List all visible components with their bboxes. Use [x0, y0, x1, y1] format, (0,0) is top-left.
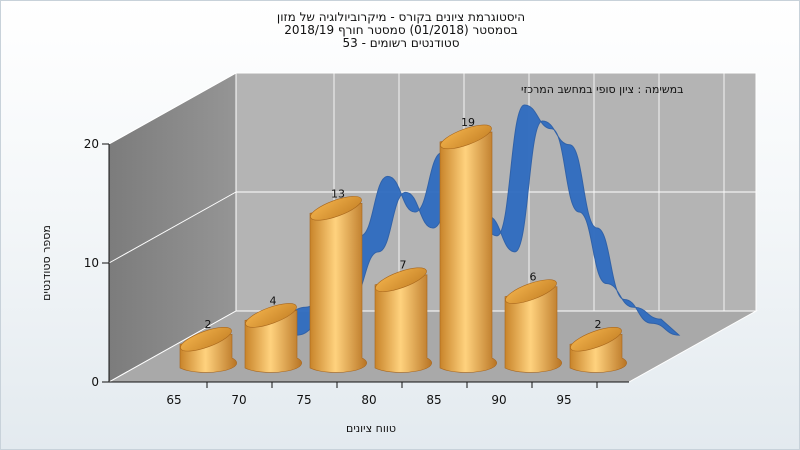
y-tick-label: 20 [84, 137, 99, 151]
y-axis-title: מספר סטודנטים [40, 225, 53, 301]
bar [569, 326, 627, 373]
bar-cap [375, 267, 427, 292]
y-tick-label: 10 [84, 256, 99, 270]
chart-title: היסטוגרמת ציונים בקורס - מיקרוביולוגיה ש… [1, 10, 799, 50]
data-label: 2 [205, 318, 212, 331]
x-axis-title: טווח ציונים [346, 422, 396, 435]
bars: 2 4 13 7 19 6 2 [179, 116, 627, 373]
title-line-1: היסטוגרמת ציונים בקורס - מיקרוביולוגיה ש… [276, 10, 526, 24]
bar [309, 196, 367, 373]
bar-cap [310, 196, 362, 221]
chart-subtitle: במשימה : ציון סופי במחשב המרכזי [521, 83, 684, 96]
x-tick-label: 75 [296, 393, 311, 407]
bar-cap [505, 279, 557, 304]
gridline-wall [108, 191, 237, 264]
bar [179, 326, 237, 373]
bar-body [309, 202, 367, 373]
bar-body [504, 286, 562, 373]
data-label: 19 [461, 116, 475, 129]
data-label: 13 [331, 187, 345, 200]
title-line-2: בסמסטר (01/2018) סמסטר חורף 2018/19 [284, 23, 518, 37]
x-tick-label: 95 [556, 393, 571, 407]
x-tick-label: 85 [426, 393, 441, 407]
bar-cap [440, 124, 492, 150]
data-label: 4 [270, 294, 277, 307]
x-tick-label: 80 [361, 393, 376, 407]
x-tick-label: 70 [231, 393, 246, 407]
gridline-wall [108, 72, 237, 145]
bar-cap [180, 326, 232, 352]
data-label: 2 [595, 318, 602, 331]
bar [244, 303, 302, 373]
x-tick-label: 90 [491, 393, 506, 407]
bar-cap [570, 326, 622, 352]
axes: 0 10 20 65 70 75 80 85 90 95 [84, 137, 629, 407]
data-label: 6 [530, 271, 537, 284]
bar-cap [245, 303, 297, 328]
x-tick-label: 65 [166, 393, 181, 407]
y-tick-label: 0 [91, 375, 99, 389]
bar-body [439, 131, 497, 373]
title-line-3: סטודנטים רשומים - 53 [342, 36, 460, 50]
bar [504, 279, 562, 373]
data-label: 7 [400, 259, 407, 272]
bar [439, 124, 497, 373]
bar [374, 267, 432, 373]
bar-body [374, 274, 432, 373]
